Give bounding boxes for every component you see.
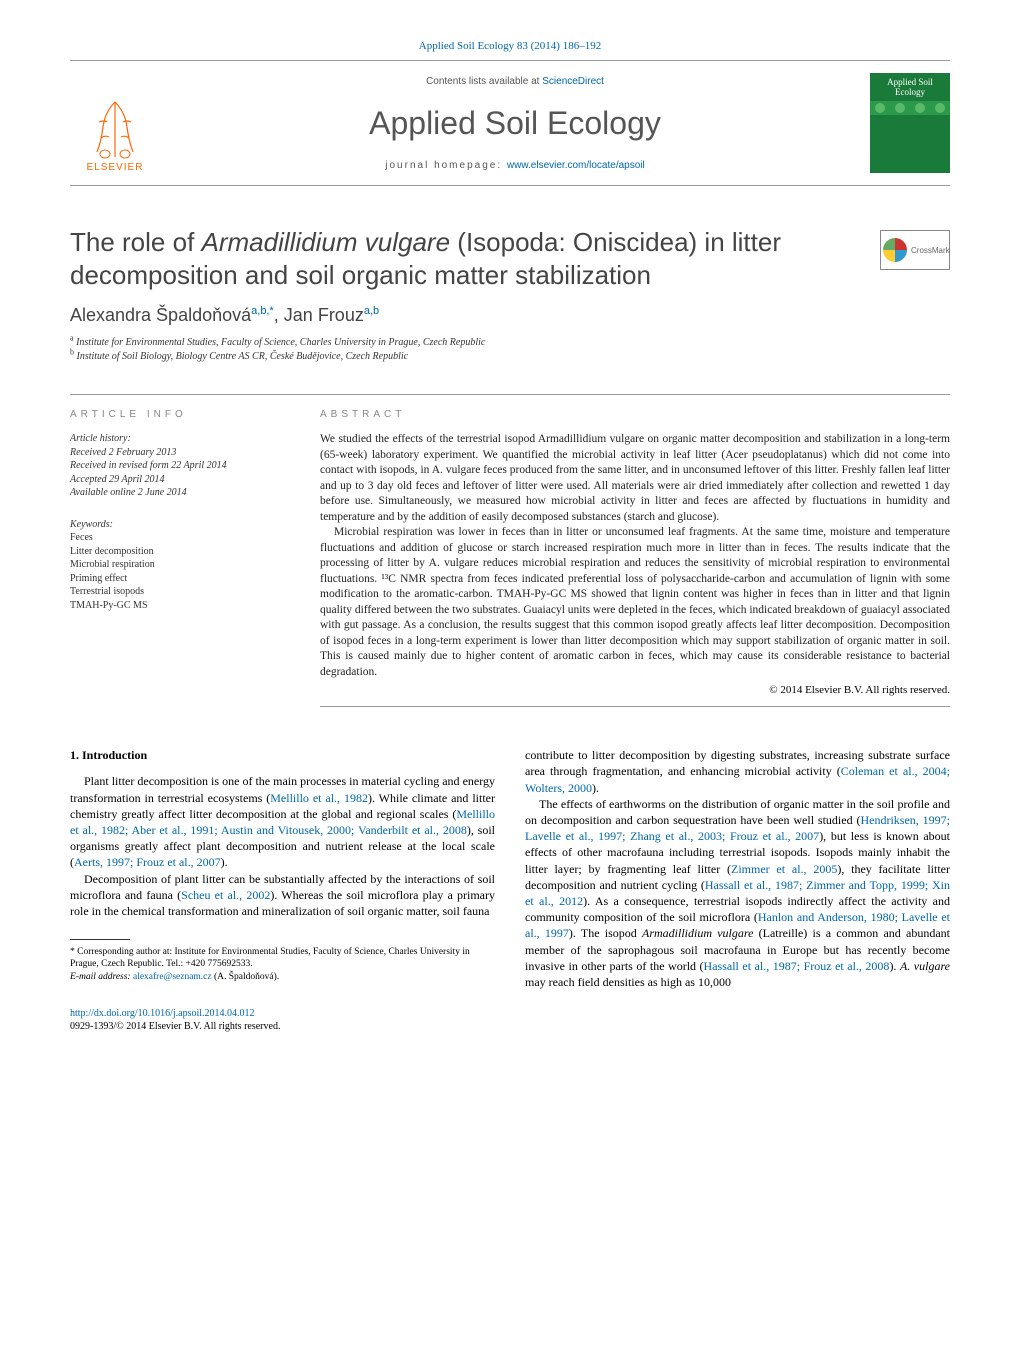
corresponding-author-footnote: * Corresponding author at: Institute for… bbox=[70, 946, 495, 971]
citation-link[interactable]: Zimmer et al., 2005 bbox=[731, 862, 837, 876]
intro-para-2: Decomposition of plant litter can be sub… bbox=[70, 871, 495, 920]
species-name: Armadillidium vulgare bbox=[642, 926, 753, 940]
elsevier-tree-icon bbox=[85, 92, 145, 162]
body-column-left: 1. Introduction Plant litter decompositi… bbox=[70, 747, 495, 1033]
history-revised: Received in revised form 22 April 2014 bbox=[70, 459, 290, 473]
crossmark-badge[interactable]: CrossMark bbox=[880, 230, 950, 270]
homepage-line: journal homepage: www.elsevier.com/locat… bbox=[160, 160, 870, 171]
affiliations: a Institute for Environmental Studies, F… bbox=[70, 336, 950, 364]
rule-after-abstract bbox=[320, 706, 950, 707]
history-accepted: Accepted 29 April 2014 bbox=[70, 473, 290, 487]
history-heading: Article history: bbox=[70, 432, 290, 446]
footnotes: * Corresponding author at: Institute for… bbox=[70, 946, 495, 983]
authors-line: Alexandra Špaldoňováa,b,*, Jan Frouza,b bbox=[70, 305, 950, 326]
abstract-para-2: Microbial respiration was lower in feces… bbox=[320, 525, 950, 680]
article-info-label: ARTICLE INFO bbox=[70, 409, 290, 420]
author-1: Alexandra Špaldoňová bbox=[70, 305, 251, 325]
sciencedirect-link[interactable]: ScienceDirect bbox=[542, 76, 604, 87]
intro-para-2-cont: contribute to litter decomposition by di… bbox=[525, 747, 950, 796]
abstract-copyright: © 2014 Elsevier B.V. All rights reserved… bbox=[320, 684, 950, 696]
abstract-para-1: We studied the effects of the terrestria… bbox=[320, 432, 950, 525]
affiliation-b: b Institute of Soil Biology, Biology Cen… bbox=[70, 350, 950, 364]
affiliation-a: a Institute for Environmental Studies, F… bbox=[70, 336, 950, 350]
journal-reference: Applied Soil Ecology 83 (2014) 186–192 bbox=[70, 40, 950, 52]
author-1-affil: a,b,* bbox=[251, 305, 274, 317]
keyword-item: TMAH-Py-GC MS bbox=[70, 599, 290, 613]
article-history: Article history: Received 2 February 201… bbox=[70, 432, 290, 500]
article-title: The role of Armadillidium vulgare (Isopo… bbox=[70, 226, 860, 291]
affil-b-text: Institute of Soil Biology, Biology Centr… bbox=[77, 351, 409, 362]
title-species: Armadillidium vulgare bbox=[202, 227, 451, 257]
footnote-separator bbox=[70, 939, 130, 940]
author-2: Jan Frouz bbox=[284, 305, 364, 325]
affil-a-text: Institute for Environmental Studies, Fac… bbox=[76, 337, 485, 348]
abstract-label: ABSTRACT bbox=[320, 409, 950, 420]
text: may reach field densities as high as 10,… bbox=[525, 975, 731, 989]
email-footnote: E-mail address: alexafre@seznam.cz (A. Š… bbox=[70, 971, 495, 983]
info-abstract-row: ARTICLE INFO Article history: Received 2… bbox=[70, 394, 950, 707]
history-received: Received 2 February 2013 bbox=[70, 446, 290, 460]
rule-below-header bbox=[70, 185, 950, 186]
keywords-block: Keywords: Feces Litter decomposition Mic… bbox=[70, 518, 290, 613]
title-text-pre: The role of bbox=[70, 227, 202, 257]
cover-title: Applied Soil Ecology bbox=[870, 73, 950, 101]
keyword-item: Microbial respiration bbox=[70, 558, 290, 572]
crossmark-icon bbox=[883, 238, 907, 262]
crossmark-label: CrossMark bbox=[911, 246, 950, 255]
body-column-right: contribute to litter decomposition by di… bbox=[525, 747, 950, 1033]
keyword-item: Feces bbox=[70, 531, 290, 545]
keyword-item: Litter decomposition bbox=[70, 545, 290, 559]
journal-header: ELSEVIER Contents lists available at Sci… bbox=[70, 61, 950, 185]
title-row: The role of Armadillidium vulgare (Isopo… bbox=[70, 226, 950, 291]
history-online: Available online 2 June 2014 bbox=[70, 486, 290, 500]
section-1-heading: 1. Introduction bbox=[70, 747, 495, 763]
doi-block: http://dx.doi.org/10.1016/j.apsoil.2014.… bbox=[70, 1007, 495, 1033]
keywords-heading: Keywords: bbox=[70, 518, 290, 532]
homepage-label: journal homepage: bbox=[385, 160, 507, 171]
citation-link[interactable]: Mellillo et al., 1982 bbox=[270, 791, 368, 805]
abstract-text: We studied the effects of the terrestria… bbox=[320, 432, 950, 680]
citation-link[interactable]: Scheu et al., 2002 bbox=[181, 888, 270, 902]
elsevier-wordmark: ELSEVIER bbox=[87, 162, 144, 173]
keyword-item: Priming effect bbox=[70, 572, 290, 586]
article-info-column: ARTICLE INFO Article history: Received 2… bbox=[70, 394, 290, 707]
cover-strip-icon bbox=[870, 101, 950, 115]
author-2-affil: a,b bbox=[364, 305, 379, 317]
header-center: Contents lists available at ScienceDirec… bbox=[160, 76, 870, 171]
abstract-column: ABSTRACT We studied the effects of the t… bbox=[320, 394, 950, 707]
citation-link[interactable]: Hassall et al., 1987; Frouz et al., 2008 bbox=[704, 959, 890, 973]
doi-link[interactable]: http://dx.doi.org/10.1016/j.apsoil.2014.… bbox=[70, 1008, 255, 1019]
homepage-link[interactable]: www.elsevier.com/locate/apsoil bbox=[507, 160, 645, 171]
elsevier-logo: ELSEVIER bbox=[70, 73, 160, 173]
email-label: E-mail address: bbox=[70, 972, 133, 982]
body-columns: 1. Introduction Plant litter decompositi… bbox=[70, 747, 950, 1033]
intro-para-1: Plant litter decomposition is one of the… bbox=[70, 773, 495, 870]
text: ). bbox=[221, 855, 228, 869]
journal-name: Applied Soil Ecology bbox=[160, 105, 870, 142]
email-link[interactable]: alexafre@seznam.cz bbox=[133, 972, 212, 982]
issn-copyright: 0929-1393/© 2014 Elsevier B.V. All right… bbox=[70, 1021, 280, 1032]
email-name: (A. Špaldoňová). bbox=[212, 972, 280, 982]
contents-text: Contents lists available at bbox=[426, 76, 542, 87]
journal-cover-thumbnail: Applied Soil Ecology bbox=[870, 73, 950, 173]
text: ). bbox=[889, 959, 900, 973]
contents-available-line: Contents lists available at ScienceDirec… bbox=[160, 76, 870, 87]
species-name: A. vulgare bbox=[900, 959, 950, 973]
text: ). bbox=[592, 781, 599, 795]
citation-link[interactable]: Aerts, 1997; Frouz et al., 2007 bbox=[74, 855, 221, 869]
intro-para-3: The effects of earthworms on the distrib… bbox=[525, 796, 950, 990]
text: ). The isopod bbox=[569, 926, 642, 940]
keyword-item: Terrestrial isopods bbox=[70, 585, 290, 599]
